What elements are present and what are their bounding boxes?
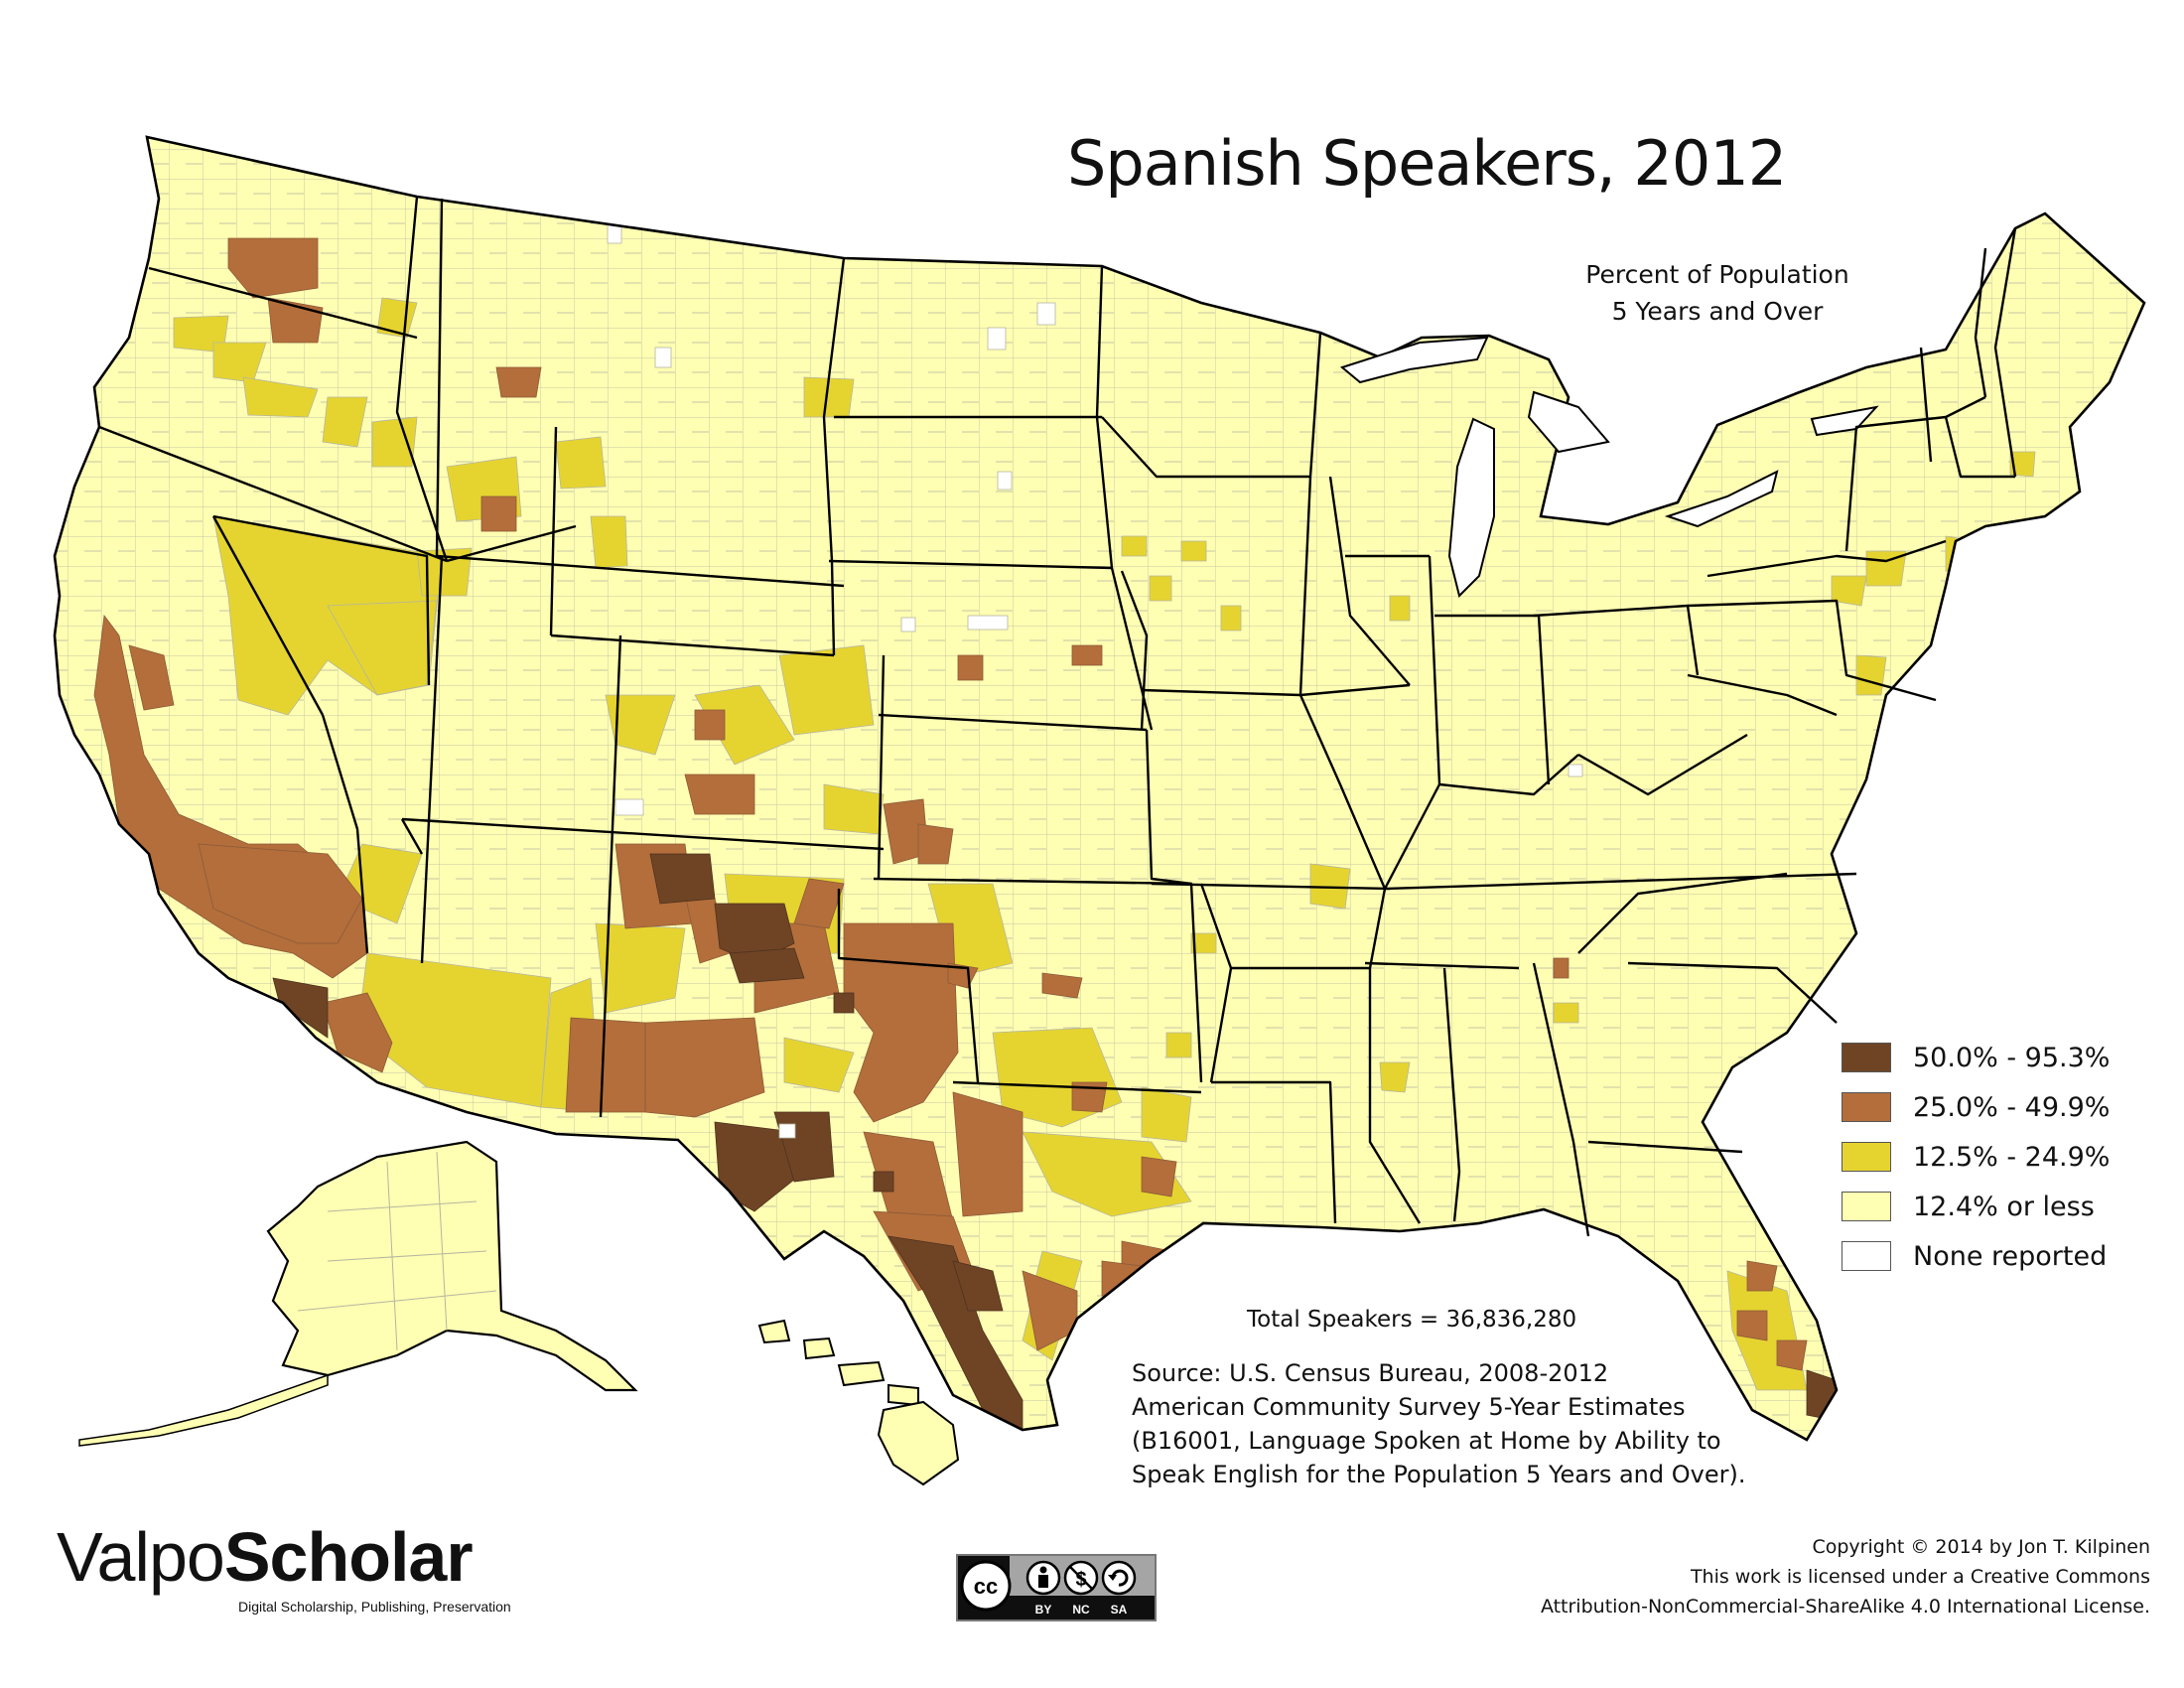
none-reported-counties (607, 222, 1583, 1139)
legend-label: 12.5% - 24.9% (1913, 1141, 2111, 1173)
source-note: Source: U.S. Census Bureau, 2008-2012 Am… (1132, 1356, 1745, 1491)
hawaii (757, 1319, 960, 1486)
alaska (78, 1140, 638, 1447)
copyright-line: Attribution-NonCommercial-ShareAlike 4.0… (1540, 1596, 2150, 1618)
copyright-line: This work is licensed under a Creative C… (1690, 1566, 2150, 1588)
legend-swatch (1842, 1192, 1891, 1221)
legend-label: 50.0% - 95.3% (1913, 1042, 2111, 1073)
legend-item-under-12: 12.4% or less (1842, 1182, 2110, 1231)
legend-item-none: None reported (1842, 1231, 2110, 1281)
by-icon: BY (1025, 1560, 1061, 1617)
class-50-95-counties (272, 853, 1838, 1431)
legend-item-25-50: 25.0% - 49.9% (1842, 1082, 2110, 1132)
valposcholar-logo: ValpoScholar (57, 1522, 474, 1592)
legend-swatch (1842, 1043, 1891, 1072)
nc-label: NC (1072, 1603, 1090, 1617)
legend-swatch (1842, 1142, 1891, 1172)
copyright-notice: Copyright © 2014 by Jon T. Kilpinen This… (1541, 1532, 2150, 1621)
legend-label: None reported (1913, 1240, 2108, 1272)
nc-icon: $ NC (1063, 1560, 1099, 1617)
creative-commons-badge: cc BY $ NC SA (956, 1554, 1157, 1621)
cc-icon: cc (960, 1560, 1012, 1612)
cc-text: cc (974, 1574, 998, 1599)
by-label: BY (1035, 1603, 1052, 1617)
subtitle-line: Percent of Population (1585, 260, 1849, 289)
total-speakers: Total Speakers = 36,836,280 (1247, 1307, 1577, 1333)
logo-part-valpo: Valpo (57, 1518, 225, 1596)
sa-icon: SA (1101, 1560, 1137, 1617)
logo-part-scholar: Scholar (223, 1518, 474, 1596)
source-line: Source: U.S. Census Bureau, 2008-2012 (1132, 1359, 1609, 1387)
source-line: (B16001, Language Spoken at Home by Abil… (1132, 1427, 1721, 1455)
legend-item-50-95: 50.0% - 95.3% (1842, 1033, 2110, 1082)
map-title: Spanish Speakers, 2012 (1067, 127, 1787, 200)
great-lakes (1339, 336, 1879, 598)
legend-swatch (1842, 1092, 1891, 1122)
source-line: Speak English for the Population 5 Years… (1132, 1461, 1746, 1488)
legend-swatch (1842, 1241, 1891, 1271)
svg-text:$: $ (1075, 1569, 1086, 1591)
legend-item-12-25: 12.5% - 24.9% (1842, 1132, 2110, 1182)
legend-label: 12.4% or less (1913, 1191, 2095, 1222)
state-borders (98, 196, 2017, 1237)
logo-tagline: Digital Scholarship, Publishing, Preserv… (238, 1599, 511, 1615)
map-subtitle: Percent of Population 5 Years and Over (1549, 256, 1886, 330)
legend: 50.0% - 95.3% 25.0% - 49.9% 12.5% - 24.9… (1842, 1033, 2110, 1281)
copyright-line: Copyright © 2014 by Jon T. Kilpinen (1812, 1536, 2150, 1558)
source-line: American Community Survey 5-Year Estimat… (1132, 1393, 1686, 1421)
sa-label: SA (1111, 1603, 1128, 1617)
legend-label: 25.0% - 49.9% (1913, 1091, 2111, 1123)
subtitle-line: 5 Years and Over (1611, 297, 1824, 326)
